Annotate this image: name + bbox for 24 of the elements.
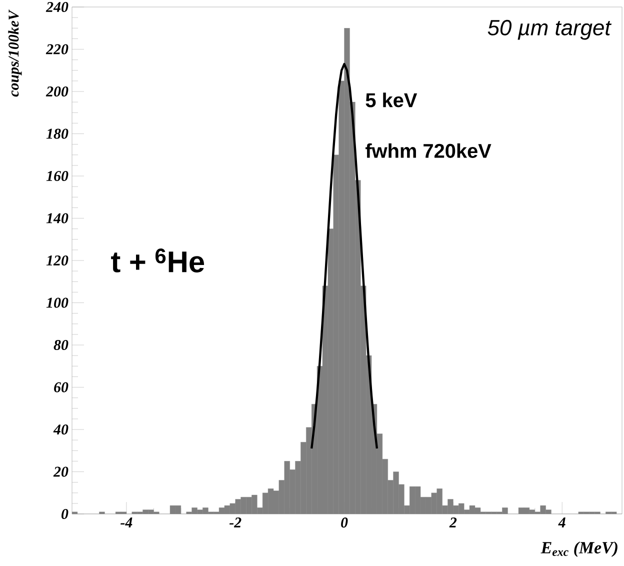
y-tick-label: 140 xyxy=(46,213,68,224)
x-tick-label: -2 xyxy=(229,518,242,528)
y-tick-label: 180 xyxy=(46,128,68,139)
y-tick-label: 220 xyxy=(46,44,68,54)
annotation: fwhm 720keV xyxy=(366,143,492,158)
y-tick-label: 240 xyxy=(46,2,68,12)
x-tick-label: 4 xyxy=(558,518,566,528)
x-tick-label: -4 xyxy=(120,518,132,528)
y-tick-label: 60 xyxy=(54,382,68,392)
y-tick-label: 100 xyxy=(46,298,68,308)
x-tick-label: 0 xyxy=(341,518,348,528)
y-axis-title: coups/100keV xyxy=(8,10,22,97)
annotation: 50 µm target xyxy=(488,20,612,40)
annotation: t + $^{6}$He xyxy=(111,248,204,272)
y-tick-label: 0 xyxy=(62,508,68,520)
y-tick-label: 200 xyxy=(46,86,68,97)
x-axis-title: E$_{exc}$ (MeV) xyxy=(540,542,618,557)
y-tick-label: 40 xyxy=(53,424,68,435)
y-tick-label: 160 xyxy=(46,170,68,182)
x-tick-label: 2 xyxy=(449,518,457,528)
y-tick-label: 120 xyxy=(46,255,68,266)
annotation: 5 keV xyxy=(366,92,418,108)
y-tick-label: 20 xyxy=(53,466,68,477)
y-tick-label: 80 xyxy=(54,340,68,350)
